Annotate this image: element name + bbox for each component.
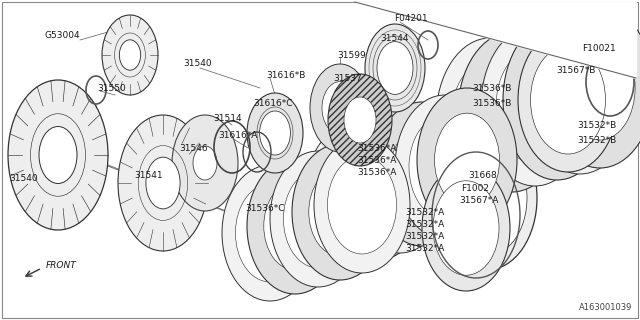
Ellipse shape [146, 157, 180, 209]
Text: 31532*A: 31532*A [405, 207, 444, 217]
Text: 31536*B: 31536*B [472, 99, 511, 108]
Ellipse shape [350, 109, 450, 253]
Text: 31532*B: 31532*B [577, 121, 616, 130]
Ellipse shape [447, 140, 527, 256]
Ellipse shape [436, 38, 544, 198]
Ellipse shape [364, 129, 436, 233]
Ellipse shape [546, 8, 640, 168]
Ellipse shape [284, 170, 353, 268]
Ellipse shape [417, 88, 517, 232]
Text: 31532*A: 31532*A [405, 231, 444, 241]
Ellipse shape [247, 158, 343, 294]
Ellipse shape [328, 116, 428, 260]
Ellipse shape [437, 126, 537, 270]
Polygon shape [355, 2, 636, 78]
Text: 31567*A: 31567*A [459, 196, 499, 204]
Ellipse shape [118, 115, 208, 251]
Ellipse shape [310, 64, 370, 152]
Ellipse shape [120, 40, 141, 70]
Ellipse shape [451, 60, 529, 176]
Text: 31536*A: 31536*A [357, 156, 396, 164]
Ellipse shape [496, 48, 574, 164]
Text: 31532*B: 31532*B [577, 135, 616, 145]
Text: 31540: 31540 [184, 59, 212, 68]
Ellipse shape [328, 156, 397, 254]
Ellipse shape [292, 144, 388, 280]
Ellipse shape [305, 123, 405, 267]
Ellipse shape [409, 115, 481, 219]
Text: F10021: F10021 [582, 44, 616, 52]
Ellipse shape [247, 93, 303, 173]
Text: 31540: 31540 [10, 173, 38, 182]
Text: 31536*A: 31536*A [357, 167, 396, 177]
Ellipse shape [390, 127, 454, 221]
Ellipse shape [565, 36, 635, 140]
Ellipse shape [477, 60, 547, 164]
Ellipse shape [344, 97, 376, 143]
Text: 31544: 31544 [380, 34, 408, 43]
Ellipse shape [39, 126, 77, 183]
Ellipse shape [503, 20, 611, 180]
Ellipse shape [328, 74, 392, 166]
Ellipse shape [372, 102, 472, 246]
Ellipse shape [8, 80, 108, 230]
Ellipse shape [260, 111, 291, 155]
Text: 31567*B: 31567*B [556, 66, 595, 75]
Ellipse shape [522, 48, 592, 152]
Ellipse shape [526, 14, 634, 174]
Text: 31668: 31668 [468, 171, 497, 180]
Ellipse shape [322, 82, 358, 134]
Text: 31599: 31599 [337, 51, 365, 60]
Text: 31616*B: 31616*B [266, 70, 305, 79]
Text: F1002: F1002 [461, 183, 489, 193]
Text: 31536*C: 31536*C [245, 204, 285, 212]
Ellipse shape [531, 46, 605, 154]
Text: FRONT: FRONT [46, 260, 77, 269]
Ellipse shape [319, 143, 391, 247]
Ellipse shape [270, 151, 366, 287]
Ellipse shape [365, 24, 425, 112]
Ellipse shape [435, 113, 499, 207]
Ellipse shape [222, 165, 318, 301]
Text: 31541: 31541 [134, 171, 163, 180]
Ellipse shape [422, 165, 510, 291]
Ellipse shape [236, 184, 305, 282]
Text: 31536*A: 31536*A [357, 143, 396, 153]
Text: 31616*A: 31616*A [218, 131, 257, 140]
Text: 31536*B: 31536*B [472, 84, 511, 92]
Text: 31550: 31550 [98, 84, 126, 92]
Text: A163001039: A163001039 [579, 303, 632, 312]
Ellipse shape [172, 115, 238, 211]
Ellipse shape [264, 182, 326, 270]
Ellipse shape [309, 168, 371, 256]
Ellipse shape [518, 28, 618, 172]
Ellipse shape [193, 146, 217, 180]
Ellipse shape [541, 36, 619, 152]
Ellipse shape [433, 181, 499, 275]
Ellipse shape [458, 32, 566, 192]
Ellipse shape [346, 141, 410, 235]
Text: G53004: G53004 [44, 30, 80, 39]
Ellipse shape [102, 15, 158, 95]
Ellipse shape [314, 137, 410, 273]
Text: 31514: 31514 [214, 114, 243, 123]
Ellipse shape [377, 42, 413, 94]
Text: 31537: 31537 [333, 74, 362, 83]
Text: 31532*A: 31532*A [405, 244, 444, 252]
Text: 31532*A: 31532*A [405, 220, 444, 228]
Text: 31546: 31546 [180, 143, 208, 153]
Text: 31616*C: 31616*C [253, 99, 292, 108]
Ellipse shape [395, 95, 495, 239]
Ellipse shape [481, 26, 589, 186]
Text: F04201: F04201 [394, 13, 428, 22]
